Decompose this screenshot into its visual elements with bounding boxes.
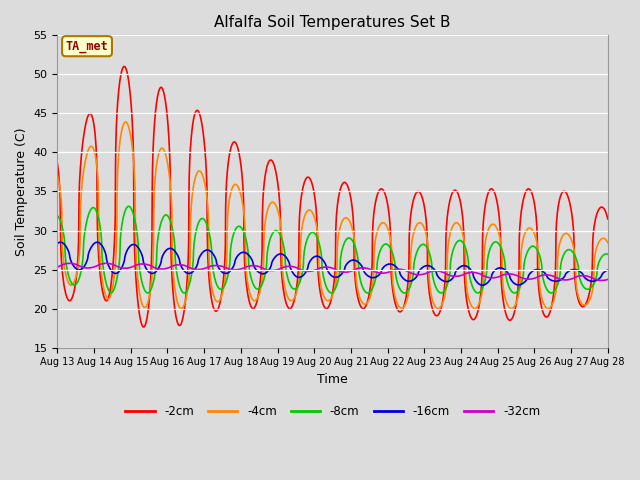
-2cm (207, 296, 215, 301)
-8cm (54, 213, 61, 218)
-4cm (571, 252, 579, 258)
-32cm (349, 268, 356, 274)
-8cm (349, 238, 356, 244)
-8cm (361, 288, 369, 294)
-16cm (604, 267, 612, 273)
-2cm (54, 161, 61, 167)
X-axis label: Time: Time (317, 373, 348, 386)
-32cm (604, 276, 612, 282)
Line: -16cm: -16cm (58, 242, 608, 285)
-32cm (66, 261, 74, 266)
-2cm (361, 305, 369, 311)
Line: -32cm: -32cm (58, 264, 608, 280)
-8cm (571, 252, 579, 258)
-2cm (604, 216, 612, 222)
Text: TA_met: TA_met (66, 40, 108, 53)
-32cm (361, 265, 369, 271)
-32cm (598, 277, 605, 283)
-8cm (125, 204, 132, 209)
-32cm (54, 264, 61, 270)
-4cm (493, 225, 500, 230)
-2cm (493, 198, 500, 204)
-2cm (349, 211, 356, 217)
-4cm (604, 240, 612, 245)
Title: Alfalfa Soil Temperatures Set B: Alfalfa Soil Temperatures Set B (214, 15, 451, 30)
-8cm (547, 290, 555, 296)
-16cm (571, 267, 579, 273)
-16cm (207, 249, 215, 255)
-2cm (556, 197, 563, 203)
-4cm (361, 301, 369, 307)
-4cm (544, 306, 552, 312)
-8cm (207, 242, 215, 248)
-8cm (493, 239, 500, 245)
-2cm (120, 63, 128, 69)
-32cm (556, 276, 563, 282)
-32cm (493, 275, 500, 280)
-8cm (604, 252, 612, 257)
-16cm (54, 240, 61, 246)
-16cm (56, 240, 64, 245)
-16cm (361, 270, 369, 276)
-4cm (54, 173, 61, 179)
Line: -2cm: -2cm (58, 66, 608, 327)
-16cm (479, 282, 486, 288)
-32cm (571, 275, 579, 280)
-2cm (140, 324, 147, 330)
-16cm (493, 266, 500, 272)
-32cm (207, 263, 215, 269)
Line: -8cm: -8cm (58, 206, 608, 293)
-4cm (349, 227, 356, 233)
Legend: -2cm, -4cm, -8cm, -16cm, -32cm: -2cm, -4cm, -8cm, -16cm, -32cm (120, 400, 545, 423)
-4cm (207, 280, 215, 286)
-8cm (556, 275, 563, 280)
-2cm (571, 275, 579, 281)
-16cm (349, 257, 356, 263)
-4cm (122, 119, 129, 125)
Line: -4cm: -4cm (58, 122, 608, 309)
Y-axis label: Soil Temperature (C): Soil Temperature (C) (15, 127, 28, 256)
-4cm (556, 241, 563, 247)
-16cm (556, 277, 563, 283)
